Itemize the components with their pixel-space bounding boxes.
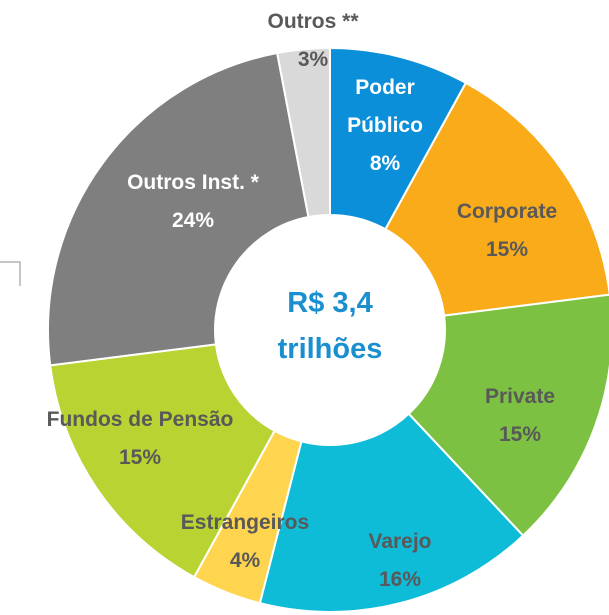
category-label: Varejo (368, 530, 432, 553)
value-label: 15% (498, 423, 542, 446)
slice-label: Fundos de Pensão 15% (10, 401, 270, 477)
value-label: 15% (485, 238, 529, 261)
slice-label: Poder Público 8% (330, 69, 440, 183)
category-label: Estrangeiros (180, 511, 310, 534)
category-label: Fundos de Pensão (46, 408, 234, 431)
slice-label: Corporate 15% (427, 193, 587, 269)
value-label: 24% (171, 209, 215, 232)
value-label: 15% (118, 446, 162, 469)
slice-label: Outros ** 3% (243, 3, 383, 79)
bracket-line (0, 261, 21, 286)
value-label: 8% (369, 152, 401, 175)
donut-slice (49, 343, 276, 579)
category-label: Poder Público (347, 76, 423, 137)
donut-slice (258, 412, 525, 613)
center-line: R$ 3,4 (287, 287, 373, 319)
category-label: Corporate (456, 200, 558, 223)
value-label: 4% (229, 549, 261, 572)
donut-slice (384, 81, 609, 317)
category-label: Outros Inst. * (127, 171, 259, 194)
value-label: 3% (297, 48, 329, 71)
category-label: Outros ** (267, 10, 359, 33)
slice-label: Private 15% (460, 378, 580, 454)
slice-label: Estrangeiros 4% (160, 504, 330, 580)
center-line: trilhões (277, 333, 383, 365)
donut-slice (275, 46, 331, 219)
slice-label: Varejo 16% (340, 523, 460, 599)
category-label: Private (484, 385, 556, 408)
center-label: R$ 3,4 trilhões (278, 280, 383, 372)
value-label: 16% (378, 568, 422, 591)
donut-slice (407, 293, 609, 537)
donut-slice (47, 51, 310, 367)
slice-label: Outros Inst. * 24% (93, 164, 293, 240)
